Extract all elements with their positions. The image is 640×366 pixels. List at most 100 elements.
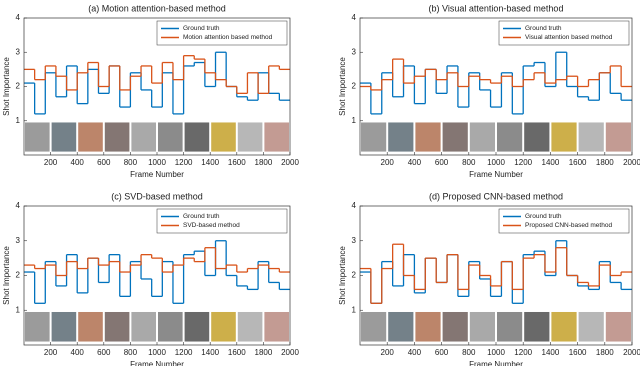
series [24,240,290,304]
thumbnail [104,311,130,342]
x-tick-label: 800 [124,348,138,357]
legend-label: Ground truth [525,25,562,32]
x-tick-label: 1800 [255,158,273,167]
thumbnail [211,311,236,342]
thumbnail [442,122,468,152]
thumbnail [51,122,77,152]
thumbnail [578,122,604,152]
thumbnail [469,311,495,342]
x-tick-label: 200 [44,158,58,167]
x-tick-label: 1600 [569,348,587,357]
thumbnail [388,311,414,342]
x-tick-label: 1200 [175,158,193,167]
thumbnail [78,122,103,152]
thumbnail [51,311,77,342]
thumbnail [605,311,631,342]
axes-box [23,205,291,346]
y-axis-label: Shot Importance [2,246,11,305]
x-tick-label: 2000 [281,158,299,167]
x-tick-label: 2000 [623,158,640,167]
legend-label: Proposed CNN-based method [525,222,612,229]
thumbnail [415,122,441,152]
chart-title: (b) Visual attention-based method [429,3,564,13]
thumbnail [524,122,550,152]
thumbnail [131,311,156,342]
y-tick-label: 3 [352,47,357,56]
thumbnail [158,122,183,152]
y-tick-label: 1 [352,305,357,314]
chart-title: (d) Proposed CNN-based method [429,191,563,201]
thumbnail [237,122,263,152]
x-tick-label: 600 [97,158,111,167]
y-tick-label: 3 [16,236,21,245]
x-tick-label: 200 [44,348,58,357]
x-tick-label: 800 [462,158,476,167]
x-tick-label: 400 [408,158,422,167]
thumbnail [388,122,414,152]
x-axis-label: Frame Number [469,360,523,366]
series [360,51,632,115]
x-tick-label: 1800 [255,348,273,357]
thumbnail [264,122,289,152]
thumbnail [524,311,550,342]
y-tick-label: 2 [16,271,21,280]
y-tick-label: 4 [352,13,357,22]
x-tick-label: 1600 [228,348,246,357]
x-tick-label: 1600 [228,158,246,167]
x-axis-label: Frame Number [130,360,184,366]
x-tick-label: 600 [435,348,449,357]
x-tick-label: 800 [462,348,476,357]
axes-box [359,205,633,346]
x-tick-label: 1000 [148,348,166,357]
x-axis-label: Frame Number [130,170,184,179]
chart-title: (c) SVD-based method [111,191,203,201]
y-axis-label: Shot Importance [338,57,347,116]
x-tick-label: 1800 [596,348,614,357]
thumbnail [551,311,577,342]
x-tick-label: 1600 [569,158,587,167]
series [360,58,632,91]
axes-box [23,17,291,156]
legend-label: Ground truth [183,25,220,32]
y-tick-label: 2 [352,82,357,91]
thumbnail [184,122,210,152]
series [360,240,632,304]
thumbnail-strip [361,311,631,342]
thumbnail [158,311,183,342]
series [24,51,290,115]
legend-label: Ground truth [525,213,562,220]
thumbnail [578,311,604,342]
x-tick-label: 1400 [542,348,560,357]
thumbnail [361,311,387,342]
thumbnail [25,311,50,342]
y-tick-label: 1 [352,116,357,125]
axes-box [359,17,633,156]
series [24,55,290,94]
thumbnail [131,122,156,152]
thumbnail [184,311,210,342]
series [24,247,290,277]
chart-title: (a) Motion attention-based method [88,3,226,13]
x-tick-label: 200 [381,158,395,167]
legend-box [156,208,288,234]
x-tick-label: 1000 [148,158,166,167]
y-axis-label: Shot Importance [338,246,347,305]
x-tick-label: 2000 [281,348,299,357]
legend-label: Motion attention based method [183,34,273,41]
legend-box [156,20,288,46]
thumbnail-strip [25,122,289,152]
x-tick-label: 800 [124,158,138,167]
x-tick-label: 400 [71,158,85,167]
thumbnail [415,311,441,342]
x-tick-label: 600 [97,348,111,357]
y-tick-label: 2 [16,82,21,91]
thumbnail [497,311,523,342]
x-tick-label: 600 [435,158,449,167]
legend-label: Ground truth [183,213,220,220]
y-tick-label: 4 [16,201,21,210]
thumbnail [104,122,130,152]
y-tick-label: 1 [16,116,21,125]
y-tick-label: 3 [16,47,21,56]
thumbnail [211,122,236,152]
y-tick-label: 4 [352,201,357,210]
